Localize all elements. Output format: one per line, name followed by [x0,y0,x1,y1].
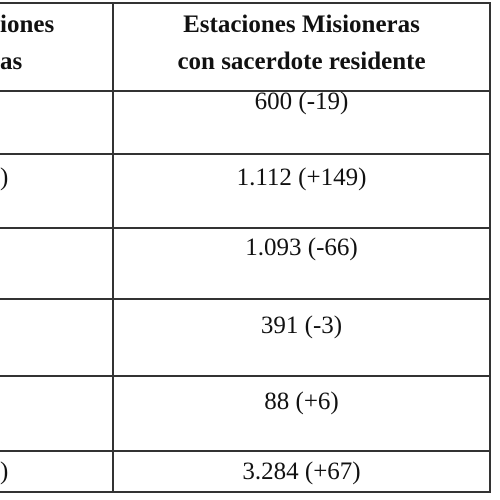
border [0,2,491,4]
header-right: Estaciones Misioneras [183,11,420,38]
border [0,375,491,377]
cell-right: 88 (+6) [264,388,339,415]
border [0,491,491,493]
cell-right: 600 (-19) [254,88,349,115]
border [0,227,491,229]
border [0,298,491,300]
cell-left: ) [0,458,9,485]
header-right: con sacerdote residente [177,48,426,75]
border [0,450,491,452]
header-left: iones [0,11,55,38]
border [0,153,491,155]
cell-right: 391 (-3) [260,312,343,339]
cell-right: 3.284 (+67) [242,458,361,485]
cell-left: ) [0,164,9,191]
cell-right: 1.093 (-66) [245,234,358,261]
cell-right: 1.112 (+149) [236,164,367,191]
border [0,90,491,92]
border [112,2,114,492]
border [489,2,491,492]
header-left: as [0,48,23,75]
